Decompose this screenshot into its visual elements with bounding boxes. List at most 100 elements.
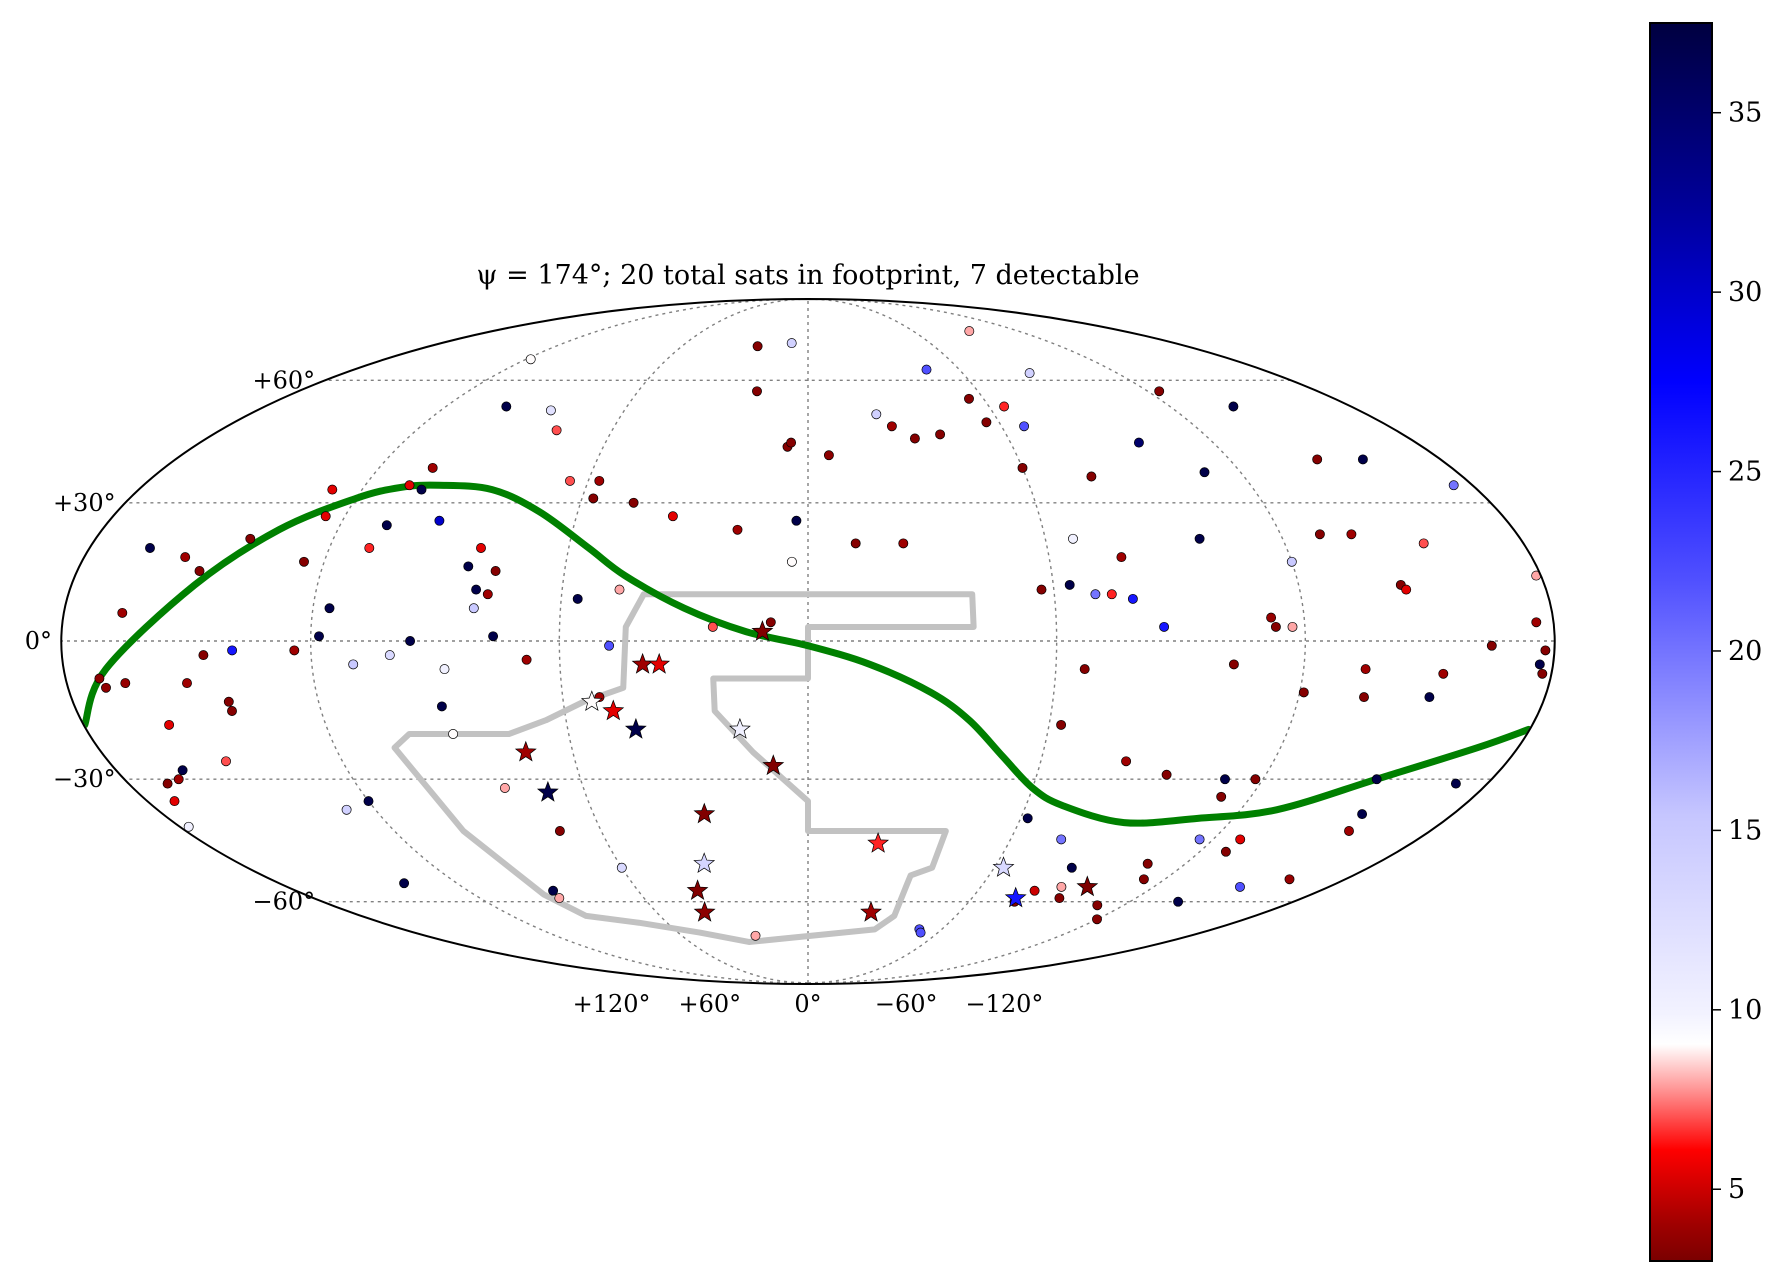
satellite-point: [101, 682, 111, 693]
satellite-point: [1531, 617, 1542, 628]
detectable-curve-layer: [81, 481, 1533, 827]
satellite-point: [554, 826, 565, 836]
satellite-point: [1199, 467, 1210, 478]
satellite-point: [1056, 881, 1067, 892]
satellite-point: [404, 480, 415, 491]
satellite-point: [614, 584, 625, 595]
footprint-outline: [391, 591, 977, 945]
satellite-point: [227, 645, 238, 656]
satellite-point: [791, 515, 802, 526]
satellite-point: [707, 621, 718, 632]
lat-tick-label: −60°: [253, 888, 316, 916]
footprint-star: [751, 620, 774, 641]
colorbar-tick-label: 25: [1728, 457, 1762, 488]
satellite-point: [1228, 659, 1239, 670]
satellite-point: [915, 927, 926, 938]
satellite-point: [1079, 664, 1090, 675]
plot-band: [62, 299, 1554, 983]
satellite-point: [1220, 774, 1230, 785]
satellite-points: [94, 326, 1551, 941]
footprint-star: [1076, 875, 1099, 897]
satellite-point: [1121, 756, 1132, 767]
satellite-point: [823, 450, 834, 461]
satellite-point: [471, 584, 482, 595]
satellite-point: [1194, 533, 1205, 544]
longitude-tick-labels: +120° +60° 0° −60° −120°: [573, 990, 1044, 1018]
satellite-point: [1312, 454, 1323, 465]
satellite-point: [548, 885, 559, 896]
satellite-point: [1287, 621, 1298, 632]
satellite-point: [521, 654, 532, 665]
footprint-star: [729, 717, 751, 739]
satellite-point: [299, 556, 309, 567]
satellite-point: [1401, 584, 1412, 595]
satellite-point: [289, 645, 300, 656]
satellite-point: [935, 429, 946, 440]
satellite-point: [786, 338, 797, 349]
satellite-point: [1068, 533, 1078, 544]
footprint-star: [1004, 886, 1027, 908]
satellite-point: [314, 631, 324, 642]
satellite-point: [752, 341, 763, 352]
satellite-point: [223, 696, 234, 707]
footprint-stars: [514, 620, 1099, 922]
satellite-point: [476, 543, 486, 553]
satellite-point: [1424, 692, 1435, 703]
satellite-point: [1540, 645, 1551, 656]
lon-tick-label: −60°: [875, 990, 938, 1018]
footprint-star: [631, 652, 654, 674]
satellite-point: [1235, 881, 1245, 892]
footprint-star: [536, 780, 559, 802]
satellite-point: [628, 497, 639, 508]
satellite-point: [1036, 584, 1047, 595]
satellite-point: [667, 511, 678, 522]
colorbar-tick-label: 5: [1728, 1174, 1745, 1205]
footprint-star: [602, 699, 625, 721]
satellite-point: [850, 538, 861, 549]
satellite-point: [468, 603, 479, 614]
satellite-point: [173, 774, 184, 785]
satellite-point: [1066, 862, 1077, 873]
satellite-point: [1359, 692, 1369, 703]
satellite-point: [565, 475, 575, 486]
satellite-point: [221, 756, 231, 767]
satellite-point: [1064, 579, 1075, 590]
footprint-star: [580, 690, 603, 711]
footprint-star: [992, 856, 1015, 877]
satellite-point: [786, 437, 797, 448]
satellite-point: [921, 364, 932, 375]
footprint-star: [693, 900, 716, 922]
satellite-point: [1086, 471, 1097, 482]
satellite-point: [463, 561, 474, 572]
satellite-point: [227, 706, 237, 716]
colorbar: 5 10 15 20 25 30 35: [1649, 22, 1762, 1262]
satellite-point: [871, 409, 882, 420]
satellite-point: [1371, 774, 1382, 785]
satellite-point: [416, 484, 427, 495]
satellite-point: [545, 405, 556, 416]
satellite-point: [348, 659, 359, 670]
satellite-point: [588, 493, 599, 504]
satellite-point: [551, 425, 562, 436]
satellite-point: [427, 462, 438, 473]
footprint-star: [686, 879, 709, 901]
satellite-point: [1092, 914, 1102, 925]
satellite-point: [1235, 834, 1246, 845]
satellite-point: [194, 566, 205, 576]
satellite-point: [384, 650, 395, 661]
satellite-point: [482, 589, 493, 600]
satellite-point: [448, 729, 459, 739]
satellite-point: [1438, 668, 1449, 679]
satellite-point: [999, 401, 1010, 412]
colorbar-tick-label: 20: [1728, 636, 1762, 667]
lon-tick-label: 0°: [794, 990, 821, 1018]
satellite-point: [1360, 664, 1371, 675]
footprint-star: [624, 717, 647, 739]
satellite-point: [1054, 893, 1065, 904]
colorbar-tick-label: 30: [1728, 277, 1762, 308]
satellite-point: [732, 524, 743, 535]
satellite-point: [1357, 454, 1368, 465]
satellite-point: [363, 796, 374, 807]
satellite-point: [1266, 612, 1277, 623]
